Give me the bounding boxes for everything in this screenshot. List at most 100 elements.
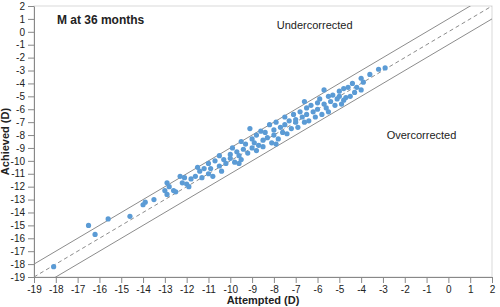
point — [249, 145, 254, 150]
tick-label: -7 — [16, 117, 25, 128]
tick: -1 — [423, 277, 432, 295]
point — [282, 114, 287, 119]
point — [202, 166, 207, 171]
tick: -2 — [16, 52, 34, 63]
tick: -17 — [71, 277, 86, 295]
point — [354, 85, 359, 90]
point — [273, 141, 278, 146]
point — [287, 118, 292, 123]
point — [361, 80, 366, 85]
point — [265, 135, 270, 140]
tick-label: -4 — [357, 284, 366, 295]
tick: -16 — [11, 233, 34, 244]
x-axis-title: Attempted (D) — [227, 294, 300, 306]
tick-mark — [28, 71, 34, 72]
tick-label: -1 — [16, 39, 25, 50]
annotation: Undercorrected — [277, 19, 353, 31]
tick: -18 — [11, 259, 34, 270]
tick-label: -17 — [71, 284, 86, 295]
point — [252, 140, 257, 145]
tick-mark — [28, 58, 34, 59]
plot-frame — [34, 6, 492, 277]
tick-mark — [383, 277, 384, 283]
point — [208, 166, 213, 171]
tick: -10 — [224, 277, 239, 295]
point — [228, 156, 233, 161]
tick-label: 2 — [490, 284, 496, 295]
point — [260, 138, 265, 143]
tick: -9 — [16, 143, 34, 154]
tick: 0 — [446, 277, 452, 295]
tick-mark — [28, 212, 34, 213]
reference-line — [34, 6, 492, 264]
point — [276, 136, 281, 141]
annotation: Overcorrected — [387, 129, 457, 141]
tick-label: 1 — [19, 14, 25, 25]
point — [206, 161, 211, 166]
point — [328, 99, 333, 104]
point — [315, 107, 320, 112]
tick-mark — [28, 238, 34, 239]
tick: -19 — [27, 277, 42, 295]
tick: -5 — [335, 277, 344, 295]
tick-label: -18 — [49, 284, 64, 295]
point — [241, 147, 246, 152]
tick: -6 — [314, 277, 323, 295]
tick-mark — [28, 187, 34, 188]
point — [348, 94, 353, 99]
tick-mark — [208, 277, 209, 283]
tick: -13 — [158, 277, 173, 295]
point — [317, 96, 322, 101]
point — [188, 176, 193, 181]
point — [151, 197, 156, 202]
tick-label: -10 — [11, 156, 26, 167]
point — [284, 131, 289, 136]
point — [173, 189, 178, 194]
tick-mark — [56, 277, 57, 283]
point — [127, 214, 132, 219]
point — [297, 109, 302, 114]
point — [273, 120, 278, 125]
tick-mark — [99, 277, 100, 283]
point — [330, 92, 335, 97]
tick-label: -3 — [379, 284, 388, 295]
point — [282, 122, 287, 127]
tick: -10 — [11, 156, 34, 167]
point — [206, 171, 211, 176]
tick: -5 — [16, 91, 34, 102]
title: M at 36 months — [57, 13, 145, 27]
point — [199, 175, 204, 180]
tick-mark — [187, 277, 188, 283]
point — [217, 153, 222, 158]
tick-mark — [121, 277, 122, 283]
point — [92, 232, 97, 237]
point — [247, 126, 252, 131]
reference-line — [34, 6, 492, 277]
tick: -9 — [248, 277, 257, 295]
point — [143, 200, 148, 205]
point — [321, 87, 326, 92]
tick: -8 — [16, 130, 34, 141]
point — [278, 125, 283, 130]
tick: -11 — [11, 168, 34, 179]
tick: 1 — [468, 277, 474, 295]
tick-mark — [34, 277, 35, 283]
point — [219, 169, 224, 174]
tick-mark — [28, 45, 34, 46]
tick-label: -3 — [16, 65, 25, 76]
tick-label: -14 — [136, 284, 151, 295]
data-layer — [34, 6, 492, 277]
tick-label: -15 — [115, 284, 130, 295]
tick-label: 1 — [468, 284, 474, 295]
tick-label: -18 — [11, 259, 26, 270]
tick: -6 — [16, 104, 34, 115]
tick-label: -16 — [93, 284, 108, 295]
tick: 2 — [490, 277, 496, 295]
point — [345, 85, 350, 90]
tick-label: -14 — [11, 207, 26, 218]
point — [86, 223, 91, 228]
point — [352, 90, 357, 95]
tick-mark — [28, 277, 34, 278]
tick: -3 — [379, 277, 388, 295]
point — [271, 127, 276, 132]
